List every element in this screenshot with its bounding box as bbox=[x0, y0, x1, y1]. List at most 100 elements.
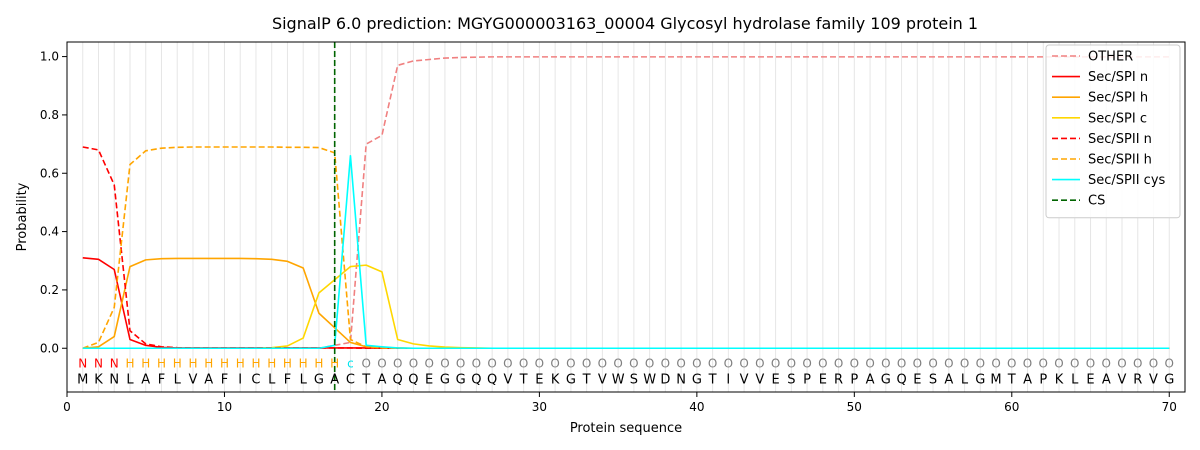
residue-label: O bbox=[598, 356, 607, 370]
residue-label: O bbox=[771, 356, 780, 370]
residue-label: O bbox=[928, 356, 937, 370]
residue-label: O bbox=[724, 356, 733, 370]
residue-letter: Q bbox=[487, 372, 497, 387]
residue-label: O bbox=[487, 356, 496, 370]
x-axis: 0 10 20 30 40 50 60 70 bbox=[63, 392, 1177, 414]
residue-letter: S bbox=[630, 372, 638, 387]
residue-letter: R bbox=[1133, 372, 1142, 387]
grid-lines bbox=[82, 42, 1170, 392]
residue-label: H bbox=[173, 356, 182, 370]
legend: OTHER Sec/SPI n Sec/SPI h Sec/SPI c Sec/SPII… bbox=[1045, 44, 1181, 219]
series-line bbox=[82, 257, 1170, 350]
residue-letter: T bbox=[519, 372, 528, 387]
residue-label: H bbox=[299, 356, 308, 370]
legend-label: Sec/SPI n bbox=[1088, 70, 1148, 85]
plot-frame bbox=[66, 41, 1186, 393]
residue-label: O bbox=[629, 356, 638, 370]
residue-label: O bbox=[1054, 356, 1063, 370]
residue-label: O bbox=[645, 356, 654, 370]
x-tick-label: 50 bbox=[847, 400, 862, 414]
residue-label: O bbox=[409, 356, 418, 370]
residue-label: O bbox=[613, 356, 622, 370]
residue-label: O bbox=[535, 356, 544, 370]
residue-letter: V bbox=[740, 372, 749, 387]
x-tick-label: 10 bbox=[217, 400, 232, 414]
residue-letter: E bbox=[535, 372, 543, 387]
residue-letter: G bbox=[456, 372, 466, 387]
legend-label: CS bbox=[1088, 194, 1105, 209]
residue-letter: V bbox=[1149, 372, 1158, 387]
residue-label: O bbox=[913, 356, 922, 370]
residue-label: H bbox=[188, 356, 197, 370]
x-axis-label: Protein sequence bbox=[570, 421, 682, 436]
y-tick-label: 0.8 bbox=[40, 108, 59, 122]
residue-letter: E bbox=[819, 372, 827, 387]
residue-label: O bbox=[361, 356, 370, 370]
residue-letter: P bbox=[1039, 372, 1047, 387]
residue-label: O bbox=[897, 356, 906, 370]
residue-letter: V bbox=[755, 372, 764, 387]
residue-label: O bbox=[440, 356, 449, 370]
residue-label: H bbox=[204, 356, 213, 370]
residue-label: O bbox=[944, 356, 953, 370]
residue-label: O bbox=[582, 356, 591, 370]
series-line bbox=[82, 146, 1170, 350]
residue-label: O bbox=[865, 356, 874, 370]
residue-label: H bbox=[141, 356, 150, 370]
residue-letter: G bbox=[440, 372, 450, 387]
residue-label: O bbox=[976, 356, 985, 370]
legend-label: Sec/SPI c bbox=[1088, 111, 1147, 126]
residue-label: H bbox=[157, 356, 166, 370]
residue-label: O bbox=[519, 356, 528, 370]
residue-letter: L bbox=[126, 372, 134, 387]
residue-letter: E bbox=[771, 372, 779, 387]
residue-label: O bbox=[881, 356, 890, 370]
residue-label: O bbox=[1102, 356, 1111, 370]
residue-label: O bbox=[1070, 356, 1079, 370]
residue-letter: C bbox=[346, 372, 355, 387]
residue-letter: Q bbox=[393, 372, 403, 387]
series-line bbox=[82, 264, 1170, 350]
legend-box bbox=[1045, 44, 1181, 219]
residue-label: O bbox=[802, 356, 811, 370]
residue-label: N bbox=[78, 356, 87, 370]
residue-letter: V bbox=[598, 372, 607, 387]
residue-letter: F bbox=[158, 372, 165, 387]
residue-letter: F bbox=[284, 372, 291, 387]
residue-letter: V bbox=[503, 372, 512, 387]
y-tick-label: 0.0 bbox=[40, 341, 59, 355]
residue-letter: T bbox=[361, 372, 370, 387]
residue-label: O bbox=[818, 356, 827, 370]
residue-label: O bbox=[1007, 356, 1016, 370]
residue-letter: N bbox=[109, 372, 119, 387]
residue-label: O bbox=[960, 356, 969, 370]
residue-label: c bbox=[347, 356, 354, 370]
residue-letter: T bbox=[1007, 372, 1016, 387]
residue-letter: L bbox=[268, 372, 276, 387]
residue-label: O bbox=[692, 356, 701, 370]
series-line bbox=[82, 146, 1170, 350]
legend-label: Sec/SPII cys bbox=[1088, 173, 1166, 188]
residue-letter: C bbox=[251, 372, 260, 387]
residue-letter: A bbox=[141, 372, 150, 387]
residue-label: O bbox=[708, 356, 717, 370]
residue-label: H bbox=[251, 356, 260, 370]
y-axis-label: Probability bbox=[15, 182, 30, 251]
residue-label: O bbox=[472, 356, 481, 370]
plot-area: NMNKNNHLHAHFHLHVHAHFHIHCHLHFHLHGHAcCOTOA… bbox=[77, 42, 1174, 392]
residue-letter: P bbox=[803, 372, 811, 387]
residue-letter: T bbox=[708, 372, 717, 387]
residue-label: O bbox=[1039, 356, 1048, 370]
legend-label: Sec/SPII h bbox=[1088, 153, 1152, 168]
residue-letter: A bbox=[1102, 372, 1111, 387]
residue-label: O bbox=[676, 356, 685, 370]
residue-letter: A bbox=[377, 372, 386, 387]
residue-label: O bbox=[424, 356, 433, 370]
residue-letter: L bbox=[300, 372, 308, 387]
residue-label: H bbox=[283, 356, 292, 370]
x-tick-label: 60 bbox=[1004, 400, 1019, 414]
residue-letter: N bbox=[676, 372, 686, 387]
residue-label: O bbox=[377, 356, 386, 370]
y-tick-label: 1.0 bbox=[40, 50, 59, 64]
residue-letter: Q bbox=[896, 372, 906, 387]
